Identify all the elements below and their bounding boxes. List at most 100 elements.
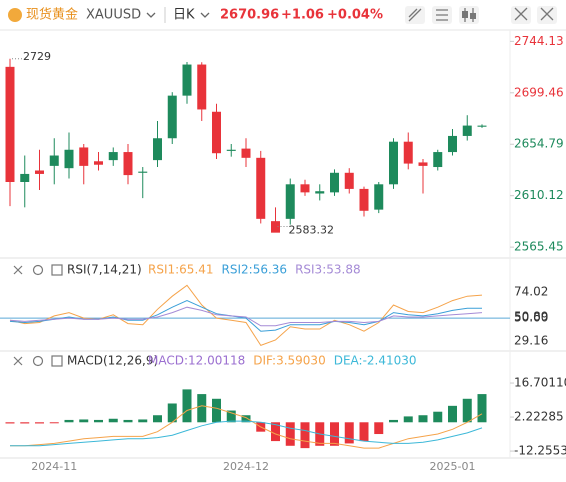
rsi-title: RSI(7,14,21) <box>67 263 142 277</box>
macd-bar <box>374 422 384 435</box>
fullscreen-button[interactable] <box>511 6 531 24</box>
candle-body <box>20 173 30 182</box>
macd-bar <box>226 410 236 423</box>
y-tick-label: 50.89 <box>514 310 548 324</box>
x-tick-label: 2025-01 <box>430 460 476 473</box>
y-tick-label: 2.22285 <box>514 410 564 424</box>
y-tick-label: 74.02 <box>514 284 548 298</box>
price: 2670.96 <box>220 8 279 23</box>
candle-body <box>167 95 177 139</box>
candle-body <box>271 221 280 233</box>
candle-button[interactable] <box>459 6 479 24</box>
macd-bar <box>462 398 472 423</box>
close-icon[interactable] <box>13 265 23 275</box>
window-icon[interactable] <box>51 264 63 276</box>
macd-bar <box>271 422 280 442</box>
y-tick-label: 16.70110 <box>514 376 566 390</box>
settings-icon <box>540 7 554 21</box>
macd-bar <box>344 422 354 444</box>
low-label: 2583.32 <box>289 224 335 237</box>
y-tick-label: 2654.79 <box>514 137 564 151</box>
candle-body <box>315 191 325 194</box>
indicator-line <box>10 405 483 449</box>
y-tick-label: 50.00 <box>514 311 548 325</box>
macd-bar <box>138 419 148 423</box>
window-icon[interactable] <box>51 355 63 367</box>
macd-bar <box>285 422 295 446</box>
period[interactable]: 日K <box>173 8 195 23</box>
candle-icon-body <box>462 11 468 18</box>
indicator-line <box>9 306 483 327</box>
macd-bar <box>123 419 133 423</box>
candle-body <box>374 184 384 210</box>
macd-bar <box>35 422 44 424</box>
candle-body <box>241 148 251 158</box>
candle-body <box>79 147 89 166</box>
candle-body <box>123 152 133 176</box>
macd-bar <box>167 403 177 423</box>
candle-body <box>5 66 15 182</box>
y-tick-label: 2699.46 <box>514 85 564 99</box>
macd-bar <box>182 389 192 423</box>
candle-body <box>182 64 192 96</box>
candle-body <box>403 141 413 164</box>
x-tick-label: 2024-11 <box>31 460 77 473</box>
legend-entry: RSI1:65.41 <box>148 263 214 277</box>
macd-bar <box>94 419 103 423</box>
candle-body <box>94 161 103 165</box>
gear-icon[interactable] <box>32 264 44 276</box>
dropdown-arrow[interactable] <box>200 12 210 18</box>
change-pct: +0.04% <box>327 8 383 23</box>
y-tick-label: 2610.12 <box>514 188 564 202</box>
macd-bar <box>212 398 221 423</box>
legend-entry: DEA:-2.41030 <box>334 354 417 368</box>
macd-bar <box>197 394 207 423</box>
candle-body <box>433 152 443 168</box>
macd-bar <box>448 405 457 423</box>
change: +1.06 <box>281 8 324 23</box>
candle-body <box>35 170 44 174</box>
y-tick-label: 2744.13 <box>514 34 564 48</box>
indicator-line <box>9 284 483 347</box>
legend-entry: MACD:12.00118 <box>148 354 245 368</box>
macd-bar <box>330 422 339 446</box>
candle-body <box>462 125 472 136</box>
macd-bar <box>300 422 310 449</box>
gear-icon[interactable] <box>32 355 44 367</box>
fullscreen-icon <box>514 7 528 21</box>
macd-bar <box>241 415 251 423</box>
instrument-name[interactable]: 现货黄金 <box>26 7 78 23</box>
candle-body <box>138 171 148 173</box>
y-tick-label: 29.16 <box>514 333 548 347</box>
macd-bar <box>108 418 118 423</box>
macd-bar <box>5 422 15 424</box>
macd-bar <box>433 411 443 423</box>
macd-bar <box>153 415 162 423</box>
candle-body <box>108 152 118 161</box>
high-label: 2729 <box>23 50 51 63</box>
legend-entry: DIF:3.59030 <box>253 354 325 368</box>
symbol[interactable]: XAUUSD <box>86 8 141 23</box>
candle-body <box>418 162 428 166</box>
macd-bar <box>418 415 428 423</box>
candle-body <box>300 184 310 193</box>
candle-body <box>330 172 339 193</box>
macd-bar <box>49 422 59 424</box>
candle-body <box>344 172 354 189</box>
candle-body <box>49 155 59 166</box>
legend-entry: RSI3:53.88 <box>295 263 361 277</box>
indicator-icon <box>436 9 448 21</box>
macd-bar <box>403 416 413 423</box>
close-icon[interactable] <box>13 356 23 366</box>
macd-bar <box>20 422 30 424</box>
y-tick-label: 2565.45 <box>514 240 564 254</box>
settings-button[interactable] <box>537 6 557 24</box>
dropdown-arrow[interactable] <box>146 12 156 18</box>
candle-body <box>197 64 207 110</box>
x-tick-label: 2024-12 <box>223 460 269 473</box>
candle-body <box>389 141 398 185</box>
macd-bar <box>359 422 369 442</box>
candle-body <box>212 111 221 154</box>
macd-bar <box>389 419 398 423</box>
